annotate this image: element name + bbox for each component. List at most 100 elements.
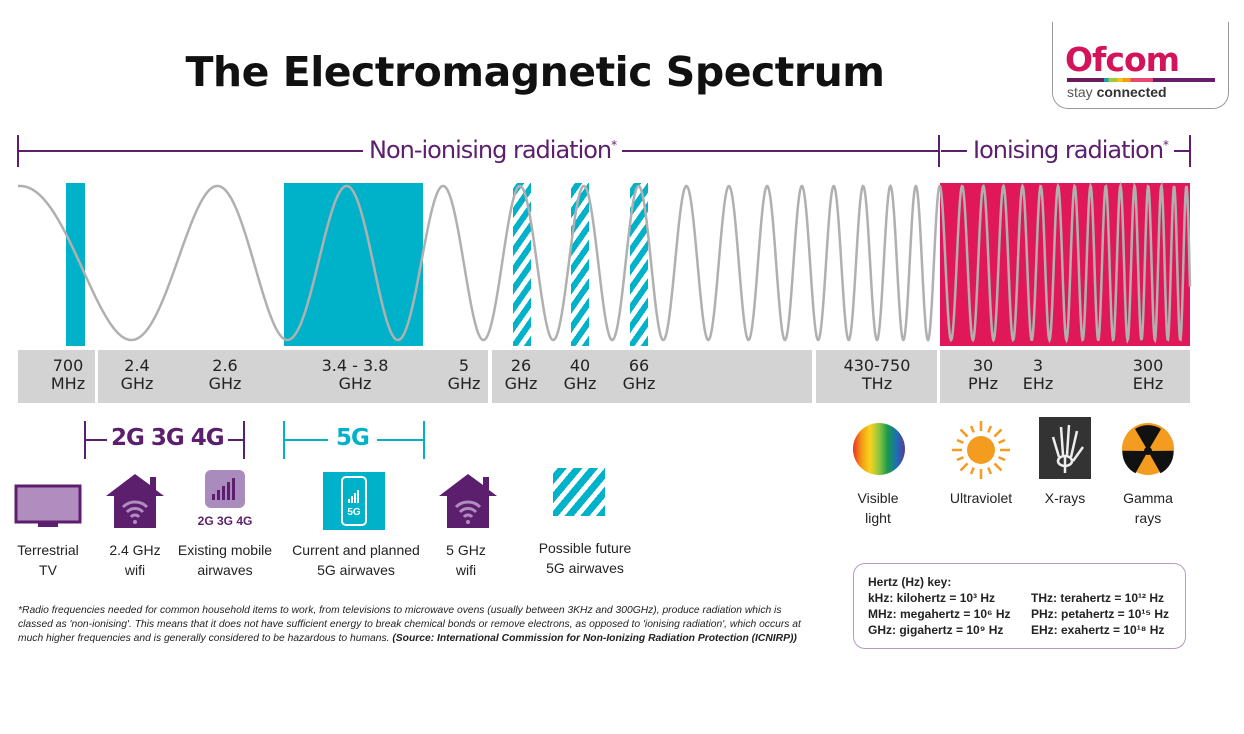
frequency-value: 700 xyxy=(52,356,84,375)
frequency-unit: GHz xyxy=(120,374,154,393)
footnote-marker: * xyxy=(611,138,617,152)
footnote-source: (Source: International Commission for No… xyxy=(392,633,797,644)
frequency-unit: EHz xyxy=(1132,374,1164,393)
wave-path xyxy=(18,181,1192,344)
frequency-unit: MHz xyxy=(50,374,86,393)
sun-ray xyxy=(959,428,969,438)
key-item: kHz: kilohertz = 10³ Hz xyxy=(868,591,996,605)
frequency-value: 40 xyxy=(569,356,591,375)
icon-caption: Gamma rays xyxy=(1073,488,1223,528)
hatched-square-icon xyxy=(553,468,605,516)
icon-caption: Existing mobile airwaves xyxy=(150,540,300,580)
sun-ray xyxy=(998,456,1006,462)
sun-ray xyxy=(956,438,964,444)
key-title: Hertz (Hz) key: xyxy=(868,575,952,589)
frequency-value: 300 xyxy=(1132,356,1164,375)
house-wifi-icon xyxy=(106,474,164,528)
phone-5g-icon: 5G xyxy=(323,472,385,530)
signal-bars-icon xyxy=(205,470,245,508)
frequency-label: 5 GHz xyxy=(414,357,514,393)
caption-line: Terrestrial xyxy=(17,542,79,558)
key-item: GHz: gigahertz = 10⁹ Hz xyxy=(868,623,1004,637)
frequency-label: 40 GHz xyxy=(530,357,630,393)
sun-ray xyxy=(969,425,975,433)
sun-ray xyxy=(987,467,993,475)
frequency-label: 66 GHz xyxy=(589,357,689,393)
caption-line: Existing mobile xyxy=(177,542,273,558)
caption-line: airwaves xyxy=(197,562,253,578)
caption-line: Current and planned xyxy=(292,542,420,558)
key-item: PHz: petahertz = 10¹⁵ Hz xyxy=(1031,607,1169,621)
label-segment xyxy=(816,350,937,403)
ionising-text: Ionising radiation xyxy=(973,136,1164,164)
frequency-label: 3 EHz xyxy=(988,357,1088,393)
caption-line: Ultraviolet xyxy=(949,490,1013,506)
frequency-unit: PHz xyxy=(967,374,999,393)
frequency-label: 2.4 GHz xyxy=(87,357,187,393)
frequency-value: 2.4 xyxy=(124,356,150,375)
bracket-tick xyxy=(243,421,245,459)
frequency-label: 430-750 THz xyxy=(827,357,927,393)
caption-line: 5 GHz xyxy=(446,542,486,558)
sun-ray xyxy=(987,425,993,433)
caption-line: 5G airwaves xyxy=(546,560,624,576)
tv-icon xyxy=(14,484,82,527)
icon-caption: Ultraviolet xyxy=(906,488,1056,508)
sun-ray xyxy=(993,462,1003,472)
frequency-unit: GHz xyxy=(504,374,538,393)
frequency-unit: THz xyxy=(861,374,893,393)
icon-caption: Visible light xyxy=(803,488,953,528)
label-segment xyxy=(940,350,1190,403)
page-title: The Electromagnetic Spectrum xyxy=(185,48,885,96)
key-item: THz: terahertz = 10¹² Hz xyxy=(1031,591,1165,605)
band-26ghz xyxy=(513,183,531,346)
house-wifi-icon xyxy=(439,474,497,528)
caption-line: Visible xyxy=(857,490,899,506)
frequency-unit: GHz xyxy=(208,374,242,393)
footnote-text: *Radio frequencies needed for common hou… xyxy=(18,605,801,644)
icon-caption: Current and planned 5G airwaves xyxy=(281,540,431,580)
sun-ray xyxy=(969,467,975,475)
footnote: *Radio frequencies needed for common hou… xyxy=(18,604,818,646)
wave xyxy=(18,181,1192,344)
frequency-label: 30 PHz xyxy=(933,357,1033,393)
icon-caption: 5 GHz wifi xyxy=(391,540,541,580)
frequency-unit: GHz xyxy=(563,374,597,393)
non-ionising-text: Non-ionising radiation xyxy=(369,136,612,164)
band-40ghz xyxy=(571,183,589,346)
tagline-bold: connected xyxy=(1096,84,1167,100)
key-item: MHz: megahertz = 10⁶ Hz xyxy=(868,607,1011,621)
logo-tagline: stay connected xyxy=(1067,84,1167,100)
frequency-value: 3.4 - 3.8 xyxy=(321,356,389,375)
frequency-value: 3 xyxy=(1032,356,1044,375)
5g-bracket-label: 5G xyxy=(328,425,377,451)
icon-caption: X-rays xyxy=(990,488,1140,508)
frequency-label: 26 GHz xyxy=(471,357,571,393)
range-tick xyxy=(1189,135,1191,167)
non-ionising-label: Non-ionising radiation* xyxy=(363,136,623,164)
frequency-unit: GHz xyxy=(447,374,481,393)
band-5g-3-4-3-8ghz xyxy=(284,183,423,346)
frequency-value: 30 xyxy=(972,356,994,375)
sun-ray xyxy=(993,428,1003,438)
ionising-label: Ionising radiation* xyxy=(967,136,1175,164)
label-segment xyxy=(492,350,812,403)
icon-caption: 2.4 GHz wifi xyxy=(60,540,210,580)
frequency-label: 3.4 - 3.8 GHz xyxy=(305,357,405,393)
frequency-value: 5 xyxy=(458,356,470,375)
frequency-value: 26 xyxy=(510,356,532,375)
logo-wordmark: Ofcom xyxy=(1065,40,1180,79)
frequency-unit: GHz xyxy=(338,374,372,393)
frequency-value: 2.6 xyxy=(212,356,238,375)
ofcom-logo: Ofcom stay connected xyxy=(1052,22,1229,109)
frequency-value: 66 xyxy=(628,356,650,375)
caption-line: X-rays xyxy=(1044,490,1086,506)
caption-line: 2.4 GHz xyxy=(109,542,161,558)
frequency-label: 300 EHz xyxy=(1098,357,1198,393)
key-item: EHz: exahertz = 10¹⁸ Hz xyxy=(1031,623,1165,637)
xray-hand-icon xyxy=(1039,417,1091,479)
band-66ghz xyxy=(630,183,648,346)
sun-ray xyxy=(998,438,1006,444)
radiation-icon xyxy=(1122,423,1174,475)
caption-line: 5G airwaves xyxy=(317,562,395,578)
